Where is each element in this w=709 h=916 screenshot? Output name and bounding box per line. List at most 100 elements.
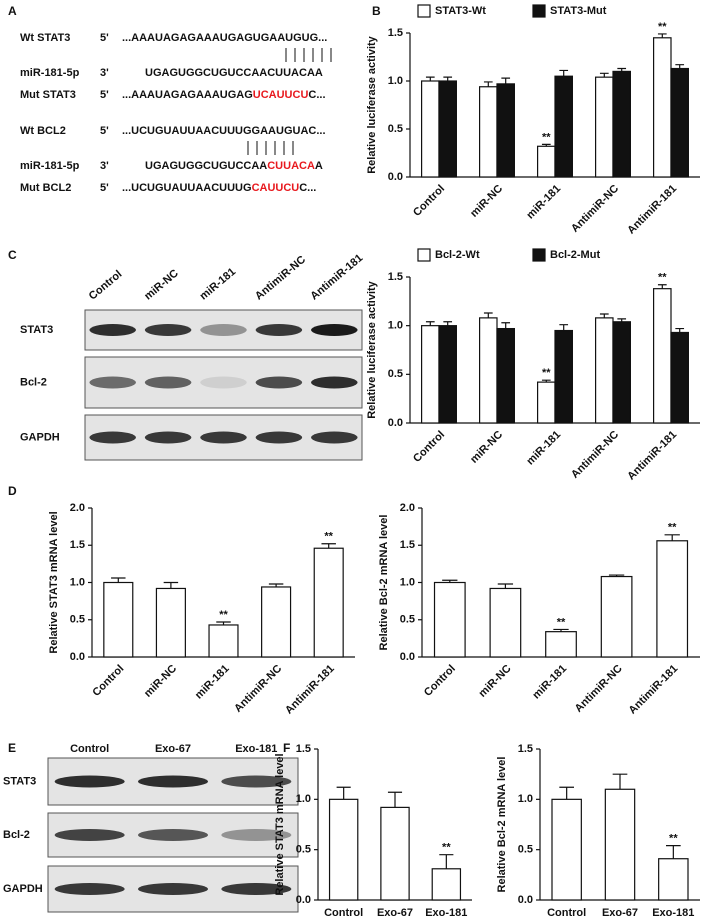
error-bar — [163, 581, 179, 589]
x-tick-label: Exo-181 — [652, 907, 694, 916]
panel-label: A — [8, 4, 17, 18]
bar — [431, 868, 462, 901]
error-bar — [675, 64, 685, 69]
x-tick-label: Exo-67 — [377, 907, 413, 916]
lane-label: AntimiR-NC — [253, 254, 308, 303]
row-label: STAT3 — [20, 324, 53, 336]
x-tick-label: AntimiR-NC — [573, 663, 625, 715]
error-bar — [612, 773, 628, 790]
error-bar — [664, 534, 680, 541]
error-bar — [599, 313, 609, 318]
y-tick-label: 1.5 — [388, 27, 403, 39]
panel-label: B — [372, 4, 381, 18]
error-bar — [599, 72, 609, 78]
sequence: UGAGUGGCUGUCCAACUUACAA — [145, 67, 323, 79]
x-tick-label: miR-181 — [193, 663, 232, 702]
error-bar — [657, 284, 667, 289]
x-tick-label: miR-181 — [524, 183, 563, 222]
sequence: ...UCUGUAUUAACUUUGGAAUGUAC... — [122, 125, 326, 137]
sequence-part: A — [315, 160, 323, 172]
bar — [438, 325, 457, 424]
y-tick-label: 1.5 — [70, 539, 85, 551]
error-bar — [675, 327, 685, 333]
error-bar — [483, 81, 493, 87]
sequence-end: 5' — [100, 89, 109, 101]
bar — [421, 80, 440, 178]
y-axis-label: Relative luciferase activity — [366, 35, 378, 173]
significance: ** — [658, 21, 667, 33]
y-tick-label: 0.0 — [388, 171, 403, 183]
blot-band — [54, 775, 125, 788]
y-tick-label: 1.0 — [296, 793, 311, 805]
blot-band — [221, 883, 292, 895]
error-bar — [387, 791, 403, 808]
sequence-name: Mut STAT3 — [20, 89, 76, 101]
sequence-name: Wt STAT3 — [20, 32, 70, 44]
x-tick-label: Control — [547, 907, 586, 916]
y-axis-label: Relative Bcl-2 mRNA level — [496, 757, 508, 893]
sequence-part: CUUACA — [267, 160, 315, 172]
sequence-name: Mut BCL2 — [20, 182, 71, 194]
significance: ** — [219, 609, 228, 621]
sequence-part: UCAUUCU — [253, 89, 309, 101]
bar — [313, 547, 344, 658]
y-tick-label: 0.0 — [296, 894, 311, 906]
panel-label: D — [8, 484, 17, 498]
sequence: ...AAAUAGAGAAAUGAGUCAUUCUC... — [122, 89, 326, 101]
error-bar — [483, 312, 493, 318]
blot-band — [144, 431, 192, 444]
y-tick-label: 0.0 — [70, 651, 85, 663]
x-tick-label: AntimiR-NC — [232, 663, 284, 715]
y-tick-label: 1.0 — [388, 75, 403, 87]
x-tick-label: AntimiR-NC — [569, 429, 621, 481]
x-tick-label: miR-NC — [468, 183, 505, 220]
bar — [208, 624, 239, 658]
blot-band — [89, 431, 136, 444]
bar — [594, 76, 614, 178]
lane-label: Control — [87, 268, 125, 302]
sequence-part: ...UCUGUAUUAACUUUGGAAUGUAC... — [122, 125, 326, 137]
blot-band — [311, 376, 358, 389]
error-bar — [439, 854, 454, 869]
y-tick-label: 2.0 — [70, 502, 85, 514]
bar — [604, 788, 636, 901]
bar — [155, 587, 186, 658]
sequence-part: UGAGUGGCUGUCCAA — [145, 160, 267, 172]
lane-label: Exo-181 — [235, 743, 277, 755]
x-tick-label: miR-NC — [477, 663, 514, 700]
blot-band — [54, 829, 125, 841]
bar — [545, 631, 577, 658]
y-axis-label: Relative STAT3 mRNA level — [274, 753, 286, 895]
bar — [612, 70, 631, 178]
error-bar — [553, 628, 569, 632]
lane-label: AntimiR-181 — [308, 252, 365, 302]
error-bar — [336, 786, 351, 800]
bar — [670, 67, 689, 178]
blot-band — [200, 376, 247, 389]
error-bar — [501, 77, 511, 84]
sequence-end: 5' — [100, 32, 109, 44]
bar — [551, 798, 582, 901]
blot-band — [144, 324, 192, 336]
y-tick-label: 1.5 — [388, 271, 403, 283]
row-label: GAPDH — [20, 431, 60, 443]
pairing-lines — [247, 48, 332, 155]
x-tick-label: Control — [90, 663, 126, 699]
sequence-part: ...AAAUAGAGAAAUGAGUGAAUGUG... — [122, 32, 327, 44]
lane-label: Exo-67 — [155, 743, 191, 755]
y-tick-label: 0.0 — [518, 894, 533, 906]
y-tick-label: 0.5 — [296, 844, 311, 856]
blot-band — [255, 431, 303, 444]
legend-swatch — [417, 4, 431, 18]
sequence: ...UCUGUAUUAACUUUGCAUUCUC... — [122, 182, 316, 194]
y-tick-label: 0.5 — [388, 368, 403, 380]
blot-band — [138, 829, 208, 841]
bar — [536, 381, 556, 424]
y-tick-label: 1.0 — [388, 320, 403, 332]
x-tick-label: Exo-181 — [425, 907, 467, 916]
sequence-end: 5' — [100, 125, 109, 137]
row-label: Bcl-2 — [3, 829, 30, 841]
lane-label: miR-NC — [142, 267, 181, 302]
error-bar — [216, 621, 231, 625]
